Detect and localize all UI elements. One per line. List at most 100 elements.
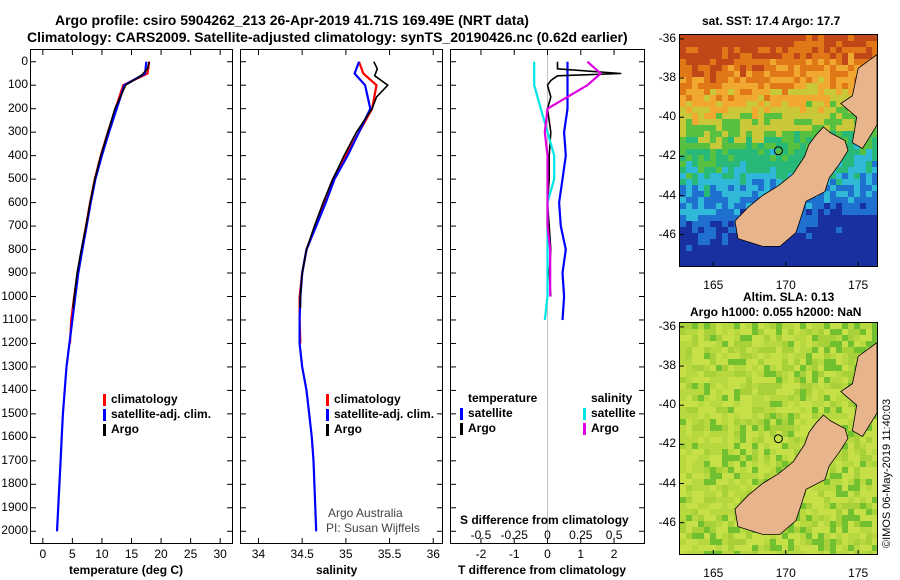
map-cell bbox=[698, 65, 704, 71]
map-cell bbox=[704, 491, 710, 497]
map-cell bbox=[836, 401, 842, 407]
map-cell bbox=[842, 371, 848, 377]
map-cell bbox=[722, 161, 728, 167]
map-cell bbox=[722, 59, 728, 65]
map-cell bbox=[686, 461, 692, 467]
map-cell bbox=[836, 323, 842, 329]
map-cell bbox=[692, 377, 698, 383]
map-cell bbox=[800, 137, 806, 143]
map-cell bbox=[848, 539, 854, 545]
map-cell bbox=[698, 209, 704, 215]
map-cell bbox=[800, 545, 806, 551]
map-cell bbox=[860, 551, 866, 554]
imos-stamp: ©IMOS 06-May-2019 11:40:03 bbox=[881, 398, 893, 548]
map-cell bbox=[824, 89, 830, 95]
map-cell bbox=[758, 101, 764, 107]
map-cell bbox=[830, 413, 836, 419]
map-cell bbox=[764, 443, 770, 449]
map-cell bbox=[758, 539, 764, 545]
map-y-tick-label: -44 bbox=[658, 475, 676, 490]
map-cell bbox=[866, 443, 872, 449]
map-cell bbox=[848, 461, 854, 467]
map-cell bbox=[680, 461, 686, 467]
map-cell bbox=[716, 509, 722, 515]
map-cell bbox=[764, 65, 770, 71]
map-cell bbox=[734, 527, 740, 533]
map-cell bbox=[836, 521, 842, 527]
map-cell bbox=[722, 71, 728, 77]
map-cell bbox=[794, 101, 800, 107]
map-cell bbox=[836, 539, 842, 545]
map-cell bbox=[686, 35, 692, 41]
map-cell bbox=[728, 407, 734, 413]
map-cell bbox=[722, 173, 728, 179]
depth-tick-label: 1900 bbox=[1, 499, 28, 514]
map-cell bbox=[746, 203, 752, 209]
map-cell bbox=[764, 119, 770, 125]
map-cell bbox=[758, 407, 764, 413]
map-cell bbox=[722, 53, 728, 59]
map-cell bbox=[800, 215, 806, 221]
map-cell bbox=[758, 449, 764, 455]
map-cell bbox=[830, 371, 836, 377]
map-cell bbox=[752, 401, 758, 407]
map-cell bbox=[686, 95, 692, 101]
map-cell bbox=[764, 35, 770, 41]
map-cell bbox=[800, 221, 806, 227]
map-cell bbox=[776, 125, 782, 131]
map-cell bbox=[848, 479, 854, 485]
map-cell bbox=[728, 233, 734, 239]
map-cell bbox=[788, 335, 794, 341]
map-cell bbox=[680, 239, 686, 245]
map-cell bbox=[854, 335, 860, 341]
map-cell bbox=[722, 77, 728, 83]
map-cell bbox=[812, 515, 818, 521]
map-cell bbox=[752, 329, 758, 335]
map-cell bbox=[830, 491, 836, 497]
map-cell bbox=[836, 233, 842, 239]
map-cell bbox=[872, 491, 877, 497]
map-cell bbox=[758, 35, 764, 41]
map-cell bbox=[794, 233, 800, 239]
map-cell bbox=[692, 443, 698, 449]
map-cell bbox=[872, 533, 877, 539]
map-cell bbox=[680, 455, 686, 461]
map-cell bbox=[788, 545, 794, 551]
map-cell bbox=[716, 65, 722, 71]
map-cell bbox=[680, 383, 686, 389]
map-cell bbox=[812, 323, 818, 329]
map-cell bbox=[770, 437, 776, 443]
map-cell bbox=[776, 353, 782, 359]
map-cell bbox=[788, 95, 794, 101]
map-cell bbox=[680, 485, 686, 491]
map-cell bbox=[848, 221, 854, 227]
map-cell bbox=[722, 443, 728, 449]
map-cell bbox=[728, 119, 734, 125]
map-cell bbox=[716, 419, 722, 425]
map-cell bbox=[788, 113, 794, 119]
map-cell bbox=[722, 125, 728, 131]
map-cell bbox=[770, 143, 776, 149]
map-cell bbox=[788, 437, 794, 443]
map-cell bbox=[710, 239, 716, 245]
map-cell bbox=[800, 527, 806, 533]
map-cell bbox=[758, 437, 764, 443]
map-cell bbox=[722, 149, 728, 155]
map-cell bbox=[836, 101, 842, 107]
map-cell bbox=[722, 377, 728, 383]
map-cell bbox=[806, 227, 812, 233]
map-cell bbox=[734, 137, 740, 143]
map-cell bbox=[752, 389, 758, 395]
map-cell bbox=[704, 425, 710, 431]
map-cell bbox=[866, 509, 872, 515]
map-cell bbox=[788, 239, 794, 245]
map-cell bbox=[776, 419, 782, 425]
map-cell bbox=[734, 35, 740, 41]
map-cell bbox=[770, 161, 776, 167]
map-cell bbox=[680, 419, 686, 425]
map-cell bbox=[704, 239, 710, 245]
map-cell bbox=[812, 41, 818, 47]
map-cell bbox=[794, 65, 800, 71]
map-cell bbox=[734, 173, 740, 179]
map-cell bbox=[686, 71, 692, 77]
